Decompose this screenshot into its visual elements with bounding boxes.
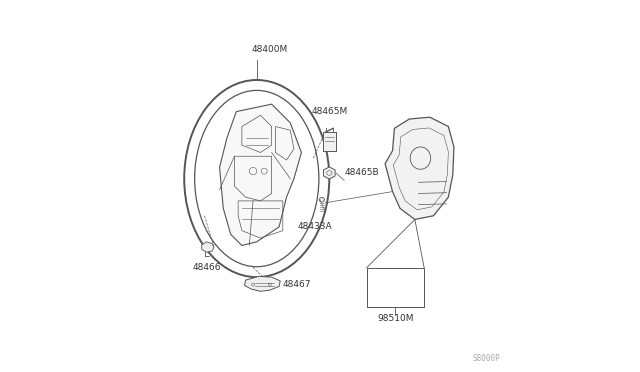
Polygon shape xyxy=(220,104,301,246)
Text: 48467: 48467 xyxy=(283,280,311,289)
Text: 48465B: 48465B xyxy=(344,169,379,177)
Polygon shape xyxy=(385,117,454,219)
Polygon shape xyxy=(323,167,335,179)
Text: 48400M: 48400M xyxy=(252,45,288,54)
Text: 48466: 48466 xyxy=(192,263,221,272)
Text: 48433A: 48433A xyxy=(297,222,332,231)
Bar xyxy=(367,268,424,307)
Ellipse shape xyxy=(319,198,324,202)
Text: 48465M: 48465M xyxy=(311,107,348,116)
Polygon shape xyxy=(244,276,280,291)
Polygon shape xyxy=(202,242,214,252)
FancyBboxPatch shape xyxy=(323,132,336,151)
Text: 98510M: 98510M xyxy=(377,314,413,323)
Text: S8000P: S8000P xyxy=(473,354,500,363)
